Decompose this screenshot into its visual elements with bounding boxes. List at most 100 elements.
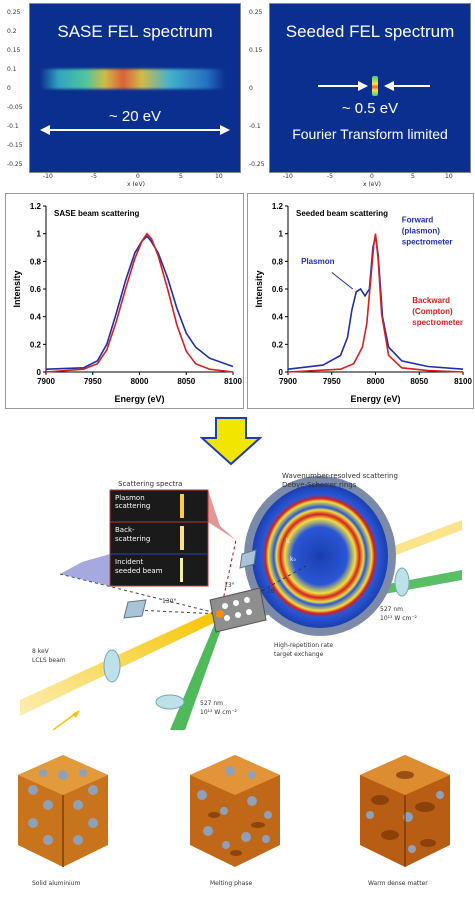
annotation-forward-0: Forward	[402, 216, 434, 225]
annotation-backward-0: Backward	[412, 296, 450, 305]
y-tick-label: 0.8	[30, 257, 42, 266]
x-axis-label: Energy (eV)	[114, 394, 164, 404]
label-wdm: Warm dense matter	[368, 880, 428, 887]
laser-lower-label-1: 527 nm	[200, 700, 224, 707]
seeded-arrows	[318, 81, 430, 91]
back-label-1: Back-	[115, 526, 135, 534]
structure-wdm	[350, 745, 460, 875]
sase-spectrum-image: SASE FEL spectrum ~ 20 eV	[29, 3, 241, 173]
solid-aluminium-cube	[18, 755, 108, 867]
seeded-x-axis-label: x (eV)	[363, 181, 381, 188]
warm-dense-matter-cube	[360, 755, 450, 867]
lens-laser-upper	[394, 567, 410, 597]
annotation-backward-2: spectrometer	[412, 318, 463, 327]
angle-2theta: 2θ	[267, 588, 275, 595]
x-tick-label: 8050	[177, 377, 195, 386]
laser-lower-label-2: 10¹³ W cm⁻²	[200, 709, 237, 716]
experiment-diagram: Scattering spectra Plasmon scattering Ba…	[20, 470, 462, 731]
plasmon-label: Plasmon scattering	[115, 494, 151, 510]
debye-scherrer-rings	[252, 484, 388, 628]
annotation-plasmon-pointer	[331, 272, 354, 290]
seeded-width-label: ~ 0.5 eV	[341, 100, 399, 117]
x-tick-label: 7950	[323, 377, 341, 386]
crystal-back	[123, 599, 147, 619]
x-tick-label: 8100	[454, 377, 472, 386]
sase-x-axis-label: x (eV)	[127, 181, 145, 188]
annotation-plasmon: Plasmon	[301, 257, 334, 266]
y-tick-label: 0.2	[30, 340, 42, 349]
incident-label-1: Incident	[115, 558, 144, 566]
y-tick-label: 1.2	[272, 202, 284, 211]
series-line-1	[45, 232, 234, 373]
label-solid: Solid aluminium	[32, 880, 81, 887]
beam-label-2: LCLS beam	[32, 657, 66, 664]
laser-upper-label-1: 527 nm	[380, 606, 404, 613]
seeded-spectrum-image: Seeded FEL spectrum ~ 0.5 eV Fourier Tra…	[269, 3, 471, 173]
chart-title: Seeded beam scattering	[296, 209, 388, 218]
sase-spectrum-band	[40, 69, 225, 89]
angle-13: 13°	[224, 582, 235, 589]
debye-label-2: Debye-Scherrer rings	[282, 481, 357, 489]
interaction-point	[216, 610, 224, 618]
down-arrow-icon	[200, 417, 262, 466]
y-tick-label: 0.2	[272, 340, 284, 349]
sase-width-arrow	[40, 125, 230, 135]
back-label-2: scattering	[115, 535, 151, 543]
x-tick-label: 7900	[279, 377, 297, 386]
y-tick-label: 0.6	[272, 285, 284, 294]
seeded-scattering-plot: 0 0.2 0.4 0.6 0.8 1 1.2 7900 7950 8000 8050 8100 Ene…	[254, 202, 472, 404]
x-tick-label: 8000	[131, 377, 149, 386]
y-axis-label: Intensity	[254, 270, 264, 307]
target-label-1: High-repetition rate	[274, 642, 334, 649]
sase-scattering-chart: 0 0.2 0.4 0.6 0.8 1 1.2 7900 7950 8000 8050 8100 Ene…	[5, 193, 244, 409]
spectra-panel	[109, 489, 209, 587]
series-line-0	[45, 235, 234, 370]
lens-laser-lower	[155, 694, 185, 710]
debye-label-1: Wavenumber-resolved scattering	[282, 472, 398, 480]
target-holder	[209, 587, 267, 633]
y-tick-label: 0.8	[272, 257, 284, 266]
x-tick-label: 7900	[37, 377, 55, 386]
target-label-2: target exchange	[274, 651, 324, 658]
series-line-1	[287, 233, 464, 373]
seeded-note: Fourier Transform limited	[292, 126, 448, 142]
melting-phase-cube	[190, 755, 280, 867]
y-tick-label: 0.6	[30, 285, 42, 294]
chart-title: SASE beam scattering	[54, 209, 139, 218]
sase-title: SASE FEL spectrum	[57, 22, 213, 41]
annotation-forward-1: (plasmon)	[402, 227, 441, 236]
crystal-forward	[239, 549, 257, 569]
angle-130: 130°	[162, 598, 177, 605]
y-tick-label: 1	[37, 230, 42, 239]
x-tick-label: 7950	[84, 377, 102, 386]
label-melting: Melting phase	[210, 880, 253, 887]
x-tick-label: 8000	[367, 377, 385, 386]
spectra-title: Scattering spectra	[118, 480, 183, 488]
seeded-spectrum-spot	[372, 76, 378, 96]
structure-solid	[8, 745, 118, 875]
y-tick-label: 1	[279, 230, 284, 239]
y-axis-label: Intensity	[12, 270, 22, 307]
annotation-forward-2: spectrometer	[402, 238, 453, 247]
y-tick-label: 1.2	[30, 202, 42, 211]
incident-label-2: seeded beam	[115, 567, 163, 575]
y-tick-label: 0.4	[272, 313, 284, 322]
structure-melting	[180, 745, 290, 875]
k-label: k	[286, 538, 290, 545]
seeded-scattering-chart: 0 0.2 0.4 0.6 0.8 1 1.2 7900 7950 8000 8050 8100 Ene…	[247, 193, 474, 409]
seeded-spectrum-panel: Seeded FEL spectrum ~ 0.5 eV Fourier Tra…	[247, 3, 472, 189]
beam-label-1: 8 keV	[32, 648, 49, 655]
seeded-title: Seeded FEL spectrum	[285, 22, 455, 41]
y-tick-label: 0	[37, 368, 42, 377]
x-axis-label: Energy (eV)	[350, 394, 400, 404]
x-tick-label: 8050	[410, 377, 428, 386]
lens-xray	[103, 649, 121, 683]
y-tick-label: 0.4	[30, 313, 42, 322]
experiment-schematic	[20, 476, 462, 731]
sase-scattering-plot: 0 0.2 0.4 0.6 0.8 1 1.2 7900 7950 8000 8050 8100 Ene…	[12, 202, 242, 404]
k0-label: k₀	[290, 556, 296, 563]
laser-upper-label-2: 10¹³ W cm⁻²	[380, 615, 417, 622]
sase-width-label: ~ 20 eV	[108, 108, 162, 125]
annotation-backward-1: (Compton)	[412, 307, 453, 316]
sase-spectrum-panel: SASE FEL spectrum ~ 20 eV 0.25 0.2 0.15 …	[5, 3, 242, 189]
